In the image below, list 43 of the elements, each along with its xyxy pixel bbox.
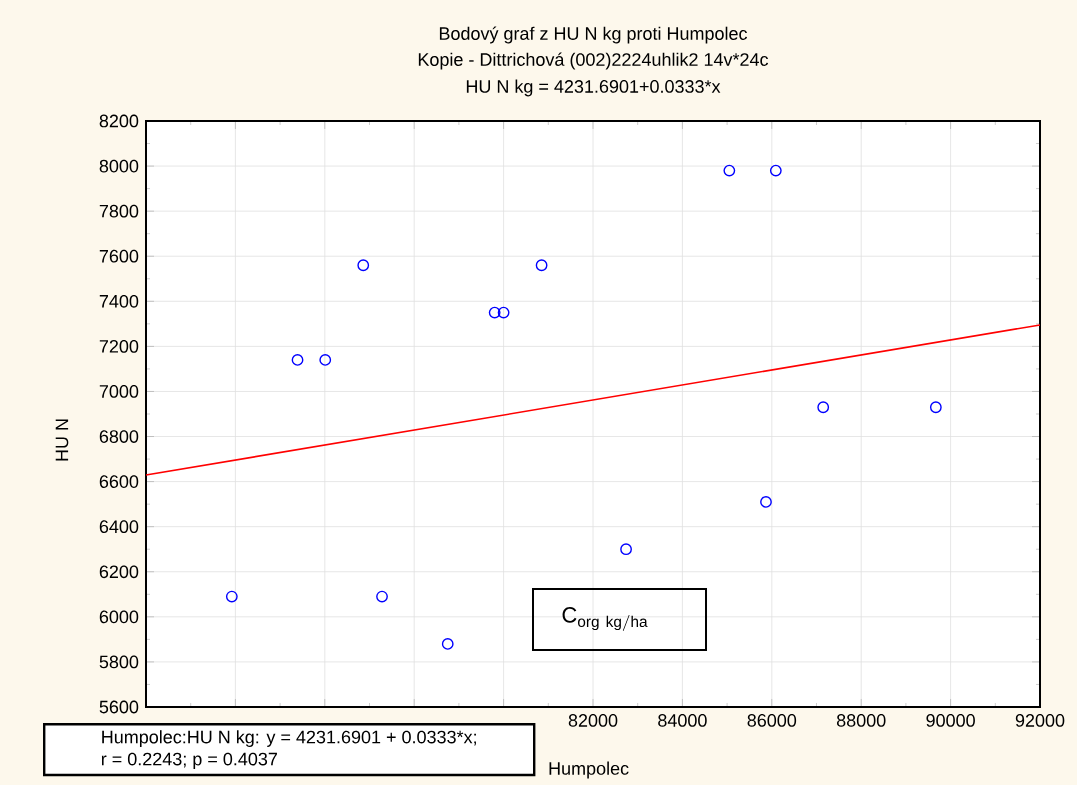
y-axis-title: HU N (55, 419, 69, 461)
y-tick-label: 6400 (99, 520, 139, 534)
y-tick-label: 7200 (99, 339, 139, 353)
point (357, 259, 370, 272)
y-tick-label: 6000 (99, 610, 139, 624)
point (620, 543, 632, 556)
y-tick-label: 5800 (99, 655, 139, 669)
y-tick-label: 7000 (99, 385, 139, 398)
point (929, 401, 942, 414)
y-tick-label: 7800 (99, 204, 139, 218)
point (497, 306, 510, 319)
x-tick-label: 92000 (1015, 714, 1065, 727)
point (225, 590, 238, 603)
point (760, 495, 772, 508)
point (535, 259, 548, 272)
point (769, 164, 782, 177)
y-tick-label: 8200 (99, 114, 139, 128)
chart-subtitle: Kopie - Dittrichová (002)2224uhlik2 14v*24c (418, 52, 769, 70)
annotation: $\mathrm{C_{org\ kg/ha}}$ (562, 607, 648, 631)
point (376, 590, 388, 603)
x-tick-label: 84000 (658, 714, 707, 727)
point (817, 401, 830, 414)
x-tick-label: 82000 (568, 714, 618, 727)
chart-title: Bodový graf z HU N kg proti Humpolec (439, 26, 748, 44)
y-tick-label: 7400 (99, 294, 139, 308)
y-tick-label: 6200 (99, 565, 139, 579)
x-tick-label: 88000 (836, 714, 886, 727)
text: HU N kg = 4231.6901+0.0333*x (466, 79, 721, 97)
x-tick-label: 86000 (747, 714, 797, 727)
text: Humpolec:HU N kg: y = 4231.6901 + 0.0333*x; (102, 730, 476, 747)
point (488, 306, 501, 319)
y-tick-label: 8000 (99, 159, 139, 173)
y-tick-label: 7600 (99, 249, 139, 263)
point (441, 637, 454, 650)
point (723, 164, 736, 177)
point (319, 353, 332, 366)
y-tick-label: 5600 (99, 700, 139, 714)
x-axis-title: Humpolec (549, 761, 629, 779)
y-tick-label: 6800 (99, 430, 139, 443)
point (291, 353, 304, 366)
text: r = 0.2243; p = 0.4037 (101, 752, 277, 769)
x-tick-label: 90000 (926, 714, 975, 727)
y-tick-label: 6600 (99, 475, 139, 488)
